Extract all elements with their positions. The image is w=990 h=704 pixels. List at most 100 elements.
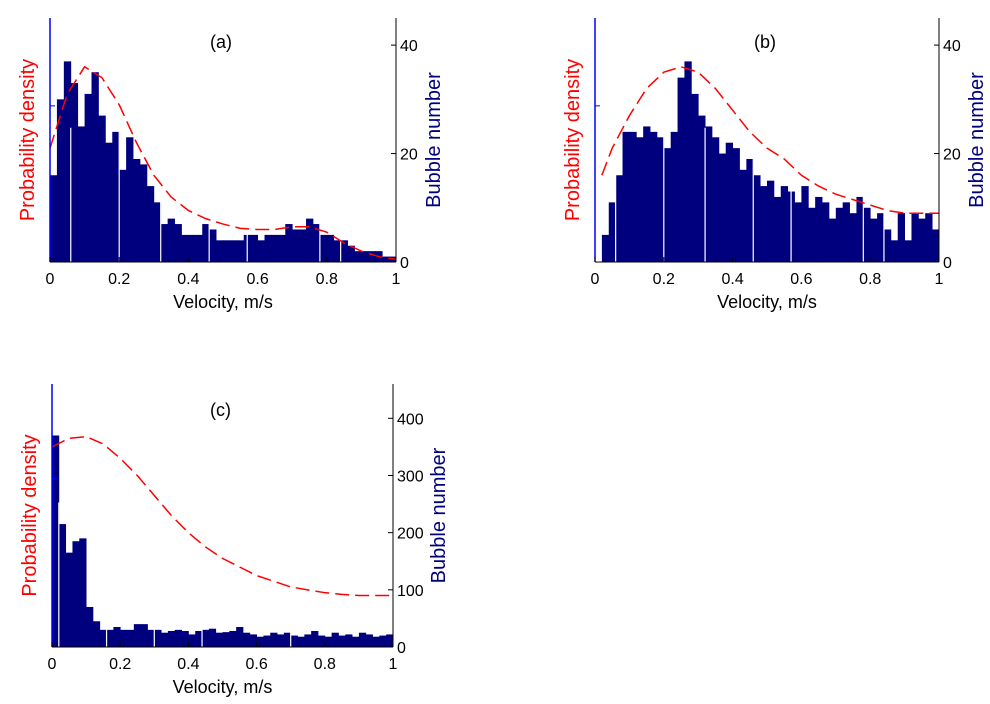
histogram-bar	[256, 636, 264, 647]
x-tick-label: 0.8	[314, 656, 336, 673]
histogram-bar	[691, 93, 699, 262]
x-tick-label: 1	[389, 656, 398, 673]
histogram-bar	[386, 634, 394, 647]
histogram-bar	[92, 621, 101, 647]
histogram-bar	[98, 115, 106, 262]
y-tick-label: 0	[400, 255, 409, 272]
x-tick-label: 0.6	[245, 656, 267, 673]
y-tick-label: 200	[397, 526, 424, 543]
histogram-bar	[354, 251, 362, 262]
histogram-bar	[257, 240, 265, 262]
histogram-bar	[91, 72, 99, 262]
histogram-bar	[808, 207, 816, 262]
histogram-bar	[216, 240, 224, 262]
histogram-bar	[147, 629, 155, 647]
histogram-bar	[849, 213, 857, 262]
right-y-axis-title: Bubble number	[423, 72, 445, 208]
histogram-bar	[352, 636, 360, 647]
histogram-bar	[338, 635, 346, 647]
histogram-bar	[347, 245, 355, 262]
histogram-bar	[139, 164, 148, 262]
histogram-bar	[842, 202, 850, 262]
histogram-bar	[698, 115, 706, 262]
y-tick-label: 100	[397, 583, 424, 600]
histogram-bar	[63, 61, 72, 262]
density-curve	[601, 66, 939, 214]
histogram-bars	[50, 61, 397, 262]
histogram-bar	[58, 524, 67, 647]
histogram-bar	[161, 632, 169, 647]
x-tick-label: 0.8	[859, 271, 881, 288]
histogram-bar	[99, 629, 107, 647]
x-tick-label: 0.4	[177, 271, 199, 288]
x-tick-label: 0.2	[653, 271, 675, 288]
panel-label: (b)	[754, 32, 776, 52]
density-curve	[51, 435, 393, 597]
histogram-bar	[181, 630, 189, 647]
histogram-bar	[160, 224, 169, 262]
histogram-bar	[890, 240, 899, 262]
histogram-bar	[650, 131, 658, 262]
histogram-bar	[608, 202, 617, 262]
histogram-bar	[79, 538, 87, 647]
density-curve	[49, 65, 397, 261]
histogram-bar	[236, 240, 245, 262]
histogram-bar	[113, 626, 121, 647]
histogram-bar	[311, 630, 319, 647]
histogram-bar	[202, 629, 210, 647]
histogram-bar	[126, 137, 134, 262]
left-y-axis-title: Probability density	[17, 59, 39, 221]
histogram-bar	[154, 629, 162, 647]
histogram-bar	[333, 240, 342, 262]
histogram-bar	[312, 224, 321, 262]
histogram-bar	[299, 229, 307, 262]
histogram-bar	[636, 137, 644, 262]
histogram-bar	[209, 229, 217, 262]
x-tick-label: 0.6	[790, 271, 812, 288]
x-tick-label: 1	[392, 271, 401, 288]
histogram-bar	[863, 207, 871, 262]
histogram-bar	[270, 632, 278, 647]
histogram-bar	[822, 202, 830, 262]
histogram-bar	[277, 634, 285, 647]
histogram-bar	[340, 240, 348, 262]
histogram-bar	[112, 131, 120, 262]
histogram-bar	[52, 435, 60, 647]
histogram-bar	[828, 218, 837, 262]
histogram-bar	[208, 628, 217, 647]
x-tick-label: 0.2	[109, 656, 131, 673]
x-tick-label: 0.4	[177, 656, 199, 673]
y-tick-label: 0	[943, 255, 952, 272]
histogram-bar	[223, 240, 231, 262]
histogram-bar	[368, 251, 376, 262]
panel-label: (c)	[210, 400, 231, 420]
histogram-bar	[365, 634, 373, 647]
histogram-bar	[767, 180, 775, 262]
histogram-bar	[331, 632, 339, 647]
histogram-bar	[65, 552, 73, 647]
histogram-bar	[319, 234, 328, 262]
histogram-bar	[140, 624, 148, 647]
histogram-bar	[601, 234, 610, 262]
histogram-bar	[174, 629, 182, 647]
histogram-bar	[72, 541, 80, 647]
histogram-bar	[229, 240, 238, 262]
histogram-bar	[615, 175, 623, 262]
histogram-bar	[760, 186, 768, 262]
histogram-bar	[120, 629, 128, 647]
histogram-bar	[643, 126, 651, 262]
x-tick-label: 0.6	[246, 271, 268, 288]
y-tick-label: 40	[400, 38, 418, 55]
histogram-bar	[746, 158, 754, 262]
y-tick-label: 20	[943, 147, 961, 164]
histogram-bar	[50, 175, 58, 262]
histogram-bar	[77, 126, 85, 262]
histogram-bar	[877, 213, 885, 262]
histogram-bar	[835, 207, 844, 262]
histogram-bar	[780, 186, 789, 262]
histogram-bar	[904, 240, 912, 262]
histogram-bar	[195, 234, 203, 262]
